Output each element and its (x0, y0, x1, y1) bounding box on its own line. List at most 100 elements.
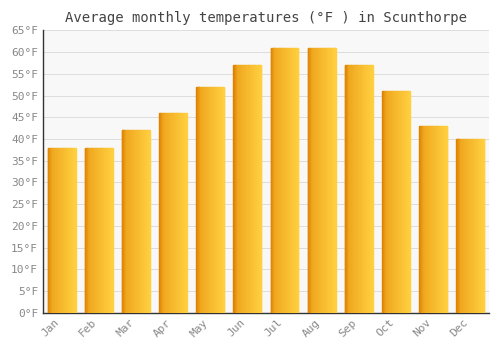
Bar (476, 139, 477, 313)
Bar (196, 87, 197, 313)
Bar (240, 65, 242, 313)
Bar (254, 65, 255, 313)
Bar (482, 139, 483, 313)
Bar (128, 130, 129, 313)
Bar (387, 91, 388, 313)
Bar (394, 91, 395, 313)
Bar (250, 65, 252, 313)
Bar (276, 48, 278, 313)
Bar (409, 91, 410, 313)
Bar (104, 148, 105, 313)
Bar (239, 65, 240, 313)
Bar (468, 139, 469, 313)
Bar (365, 65, 366, 313)
Bar (222, 87, 223, 313)
Bar (257, 65, 258, 313)
Bar (123, 130, 124, 313)
Bar (161, 113, 162, 313)
Bar (464, 139, 466, 313)
Bar (244, 65, 245, 313)
Bar (216, 87, 217, 313)
Bar (329, 48, 330, 313)
Bar (432, 126, 433, 313)
Bar (297, 48, 298, 313)
Bar (246, 65, 247, 313)
Bar (162, 113, 163, 313)
Bar (94, 148, 95, 313)
Bar (256, 65, 257, 313)
Bar (372, 65, 373, 313)
Bar (421, 126, 422, 313)
Bar (182, 113, 183, 313)
Bar (292, 48, 293, 313)
Bar (461, 139, 462, 313)
Bar (438, 126, 439, 313)
Bar (181, 113, 182, 313)
Bar (245, 65, 246, 313)
Bar (274, 48, 275, 313)
Bar (477, 139, 478, 313)
Bar (388, 91, 390, 313)
Bar (440, 126, 441, 313)
Bar (72, 148, 74, 313)
Bar (252, 65, 253, 313)
Bar (172, 113, 173, 313)
Bar (146, 130, 147, 313)
Bar (71, 148, 72, 313)
Bar (319, 48, 320, 313)
Bar (327, 48, 328, 313)
Bar (398, 91, 399, 313)
Bar (124, 130, 126, 313)
Bar (70, 148, 71, 313)
Bar (57, 148, 58, 313)
Bar (242, 65, 243, 313)
Bar (390, 91, 391, 313)
Bar (481, 139, 482, 313)
Bar (214, 87, 215, 313)
Bar (362, 65, 364, 313)
Bar (330, 48, 331, 313)
Bar (425, 126, 426, 313)
Bar (406, 91, 407, 313)
Bar (288, 48, 289, 313)
Bar (56, 148, 57, 313)
Bar (469, 139, 470, 313)
Bar (48, 148, 49, 313)
Bar (408, 91, 409, 313)
Bar (460, 139, 461, 313)
Bar (352, 65, 354, 313)
Bar (103, 148, 104, 313)
Bar (98, 148, 100, 313)
Bar (63, 148, 64, 313)
Bar (97, 148, 98, 313)
Bar (386, 91, 387, 313)
Bar (360, 65, 361, 313)
Bar (108, 148, 109, 313)
Bar (74, 148, 75, 313)
Bar (164, 113, 166, 313)
Bar (367, 65, 368, 313)
Bar (143, 130, 144, 313)
Bar (258, 65, 259, 313)
Bar (111, 148, 112, 313)
Bar (107, 148, 108, 313)
Bar (200, 87, 201, 313)
Bar (219, 87, 220, 313)
Bar (241, 65, 242, 313)
Bar (86, 148, 87, 313)
Bar (433, 126, 434, 313)
Bar (127, 130, 128, 313)
Bar (282, 48, 283, 313)
Bar (100, 148, 101, 313)
Bar (356, 65, 357, 313)
Bar (255, 65, 256, 313)
Bar (92, 148, 93, 313)
Bar (459, 139, 460, 313)
Bar (442, 126, 443, 313)
Bar (355, 65, 356, 313)
Bar (59, 148, 60, 313)
Bar (400, 91, 401, 313)
Bar (90, 148, 91, 313)
Bar (403, 91, 404, 313)
Bar (323, 48, 324, 313)
